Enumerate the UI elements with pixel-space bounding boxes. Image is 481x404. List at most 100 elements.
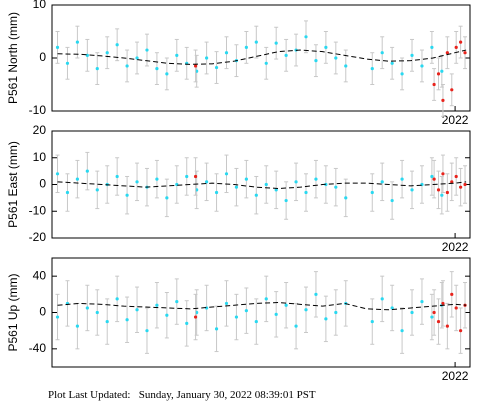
data-point: [400, 72, 404, 76]
data-point: [304, 35, 308, 39]
data-point: [410, 310, 414, 315]
data-point: [65, 61, 70, 65]
data-point: [420, 300, 424, 304]
data-point: [370, 67, 374, 71]
data-point: [135, 56, 139, 60]
data-point: [430, 174, 434, 179]
data-point: [344, 196, 348, 200]
data-point: [459, 40, 463, 44]
data-point: [432, 310, 436, 315]
data-point: [334, 56, 338, 60]
y-tick-label: 0: [39, 177, 46, 191]
data-point: [115, 43, 119, 47]
data-point: [304, 190, 308, 195]
data-point: [244, 177, 248, 181]
data-point: [400, 329, 404, 333]
data-point: [314, 292, 318, 296]
y-tick-label: -20: [29, 230, 47, 244]
data-point: [334, 310, 338, 315]
data-point: [254, 319, 258, 324]
data-point: [224, 301, 229, 306]
data-point: [324, 45, 328, 50]
data-point: [450, 88, 454, 92]
data-point: [85, 169, 89, 173]
data-point: [294, 324, 298, 328]
y-axis-label: P561 Up (mm): [6, 273, 20, 351]
data-point: [155, 303, 159, 307]
data-point: [454, 45, 458, 50]
data-point: [390, 198, 394, 203]
data-point: [125, 318, 129, 322]
data-point: [193, 64, 198, 68]
data-point: [155, 67, 159, 71]
data-point: [284, 303, 288, 307]
data-point: [115, 174, 119, 179]
data-point: [145, 329, 149, 333]
y-tick-label: 10: [33, 0, 47, 11]
data-point: [400, 177, 404, 181]
data-point: [55, 45, 60, 50]
data-point: [254, 193, 258, 197]
data-point: [193, 315, 198, 319]
data-point: [390, 61, 394, 65]
data-point: [264, 61, 268, 65]
data-point: [185, 174, 189, 179]
data-point: [454, 174, 458, 179]
data-point: [135, 308, 139, 312]
data-point: [454, 306, 458, 310]
data-point: [294, 180, 298, 184]
data-point: [214, 190, 219, 195]
data-point: [390, 306, 394, 310]
trend-line: [57, 49, 467, 65]
y-tick-label: 40: [33, 268, 47, 282]
data-point: [234, 315, 239, 319]
data-point: [314, 59, 318, 63]
data-point: [125, 193, 129, 197]
data-point: [193, 174, 198, 179]
plot-frame: [51, 4, 471, 112]
data-point: [205, 56, 209, 60]
data-point: [463, 51, 467, 55]
plot-frame: [51, 257, 471, 368]
y-tick-label: -40: [29, 341, 47, 355]
data-point: [324, 317, 328, 321]
data-point: [430, 45, 434, 50]
data-point: [436, 319, 441, 324]
data-point: [274, 312, 278, 316]
data-point: [75, 324, 80, 328]
data-point: [155, 177, 159, 181]
data-point: [410, 188, 414, 192]
data-point: [432, 177, 436, 181]
data-point: [244, 309, 248, 313]
data-point: [436, 72, 441, 76]
data-point: [459, 185, 463, 189]
data-point: [214, 327, 219, 331]
data-point: [145, 48, 149, 52]
data-point: [370, 190, 374, 195]
x-tick-label: 2022: [442, 369, 469, 383]
data-point: [224, 172, 229, 176]
data-point: [420, 64, 424, 68]
data-point: [125, 64, 129, 68]
data-point: [165, 72, 169, 76]
data-point: [175, 53, 179, 57]
data-point: [264, 182, 268, 187]
data-point: [380, 180, 384, 184]
data-point: [370, 319, 374, 324]
data-point: [75, 177, 80, 181]
data-point: [440, 193, 444, 197]
data-point: [244, 45, 248, 50]
data-point: [440, 69, 444, 73]
y-tick-label: 0: [39, 305, 46, 319]
y-axis-label: P561 East (mm): [6, 141, 20, 228]
data-point: [441, 172, 445, 176]
data-point: [85, 306, 89, 310]
data-point: [55, 315, 60, 319]
data-point: [274, 188, 278, 192]
data-point: [105, 319, 109, 324]
data-point: [441, 301, 445, 306]
data-point: [224, 51, 229, 55]
data-point: [284, 53, 288, 57]
